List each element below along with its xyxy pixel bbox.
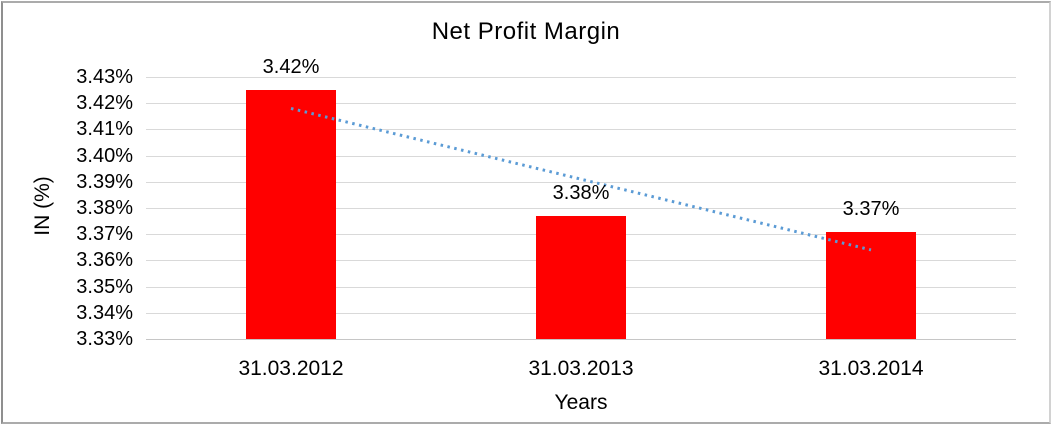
- y-tick-label: 3.36%: [23, 249, 133, 271]
- net-profit-margin-chart: Net Profit Margin IN (%) 3.43%3.42%3.41%…: [3, 3, 1049, 422]
- x-tick-label: 31.03.2014: [781, 357, 961, 381]
- y-tick-label: 3.40%: [23, 145, 133, 167]
- x-axis-title: Years: [501, 391, 661, 415]
- y-tick-label: 3.37%: [23, 223, 133, 245]
- data-label: 3.42%: [231, 56, 351, 78]
- y-tick-label: 3.39%: [23, 171, 133, 193]
- y-tick-label: 3.42%: [23, 92, 133, 114]
- bar: [536, 216, 626, 339]
- bar: [246, 90, 336, 339]
- x-tick-label: 31.03.2013: [491, 357, 671, 381]
- data-label: 3.38%: [521, 182, 641, 204]
- x-tick-label: 31.03.2012: [201, 357, 381, 381]
- y-tick-label: 3.38%: [23, 197, 133, 219]
- y-tick-label: 3.34%: [23, 302, 133, 324]
- y-tick-label: 3.41%: [23, 118, 133, 140]
- bar: [826, 232, 916, 339]
- chart-title: Net Profit Margin: [3, 18, 1049, 46]
- y-tick-label: 3.43%: [23, 66, 133, 88]
- data-label: 3.37%: [811, 198, 931, 220]
- y-tick-label: 3.35%: [23, 276, 133, 298]
- gridline: [146, 339, 1016, 340]
- y-tick-label: 3.33%: [23, 328, 133, 350]
